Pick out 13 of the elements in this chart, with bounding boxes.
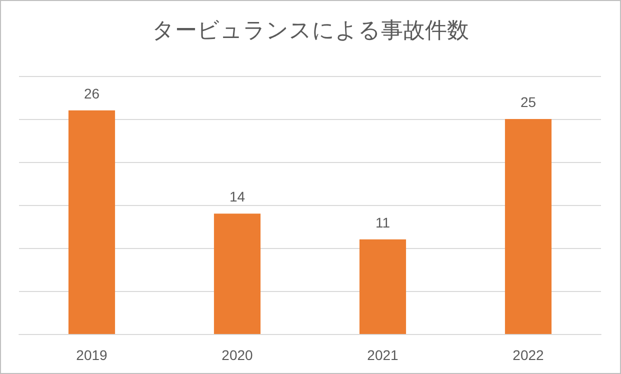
data-label: 25: [520, 94, 536, 110]
data-label: 14: [229, 188, 246, 205]
x-tick-label: 2021: [367, 347, 399, 363]
x-tick-label: 2020: [222, 347, 254, 363]
bar: [359, 239, 406, 334]
data-label: 26: [84, 85, 100, 102]
bar: [214, 214, 261, 334]
bar: [68, 110, 116, 334]
x-tick-label: 2019: [76, 347, 108, 363]
x-tick-label: 2022: [512, 347, 544, 363]
data-label: 11: [375, 214, 390, 230]
bar: [504, 119, 552, 334]
chart-title: タービュランスによる事故件数: [152, 18, 469, 44]
